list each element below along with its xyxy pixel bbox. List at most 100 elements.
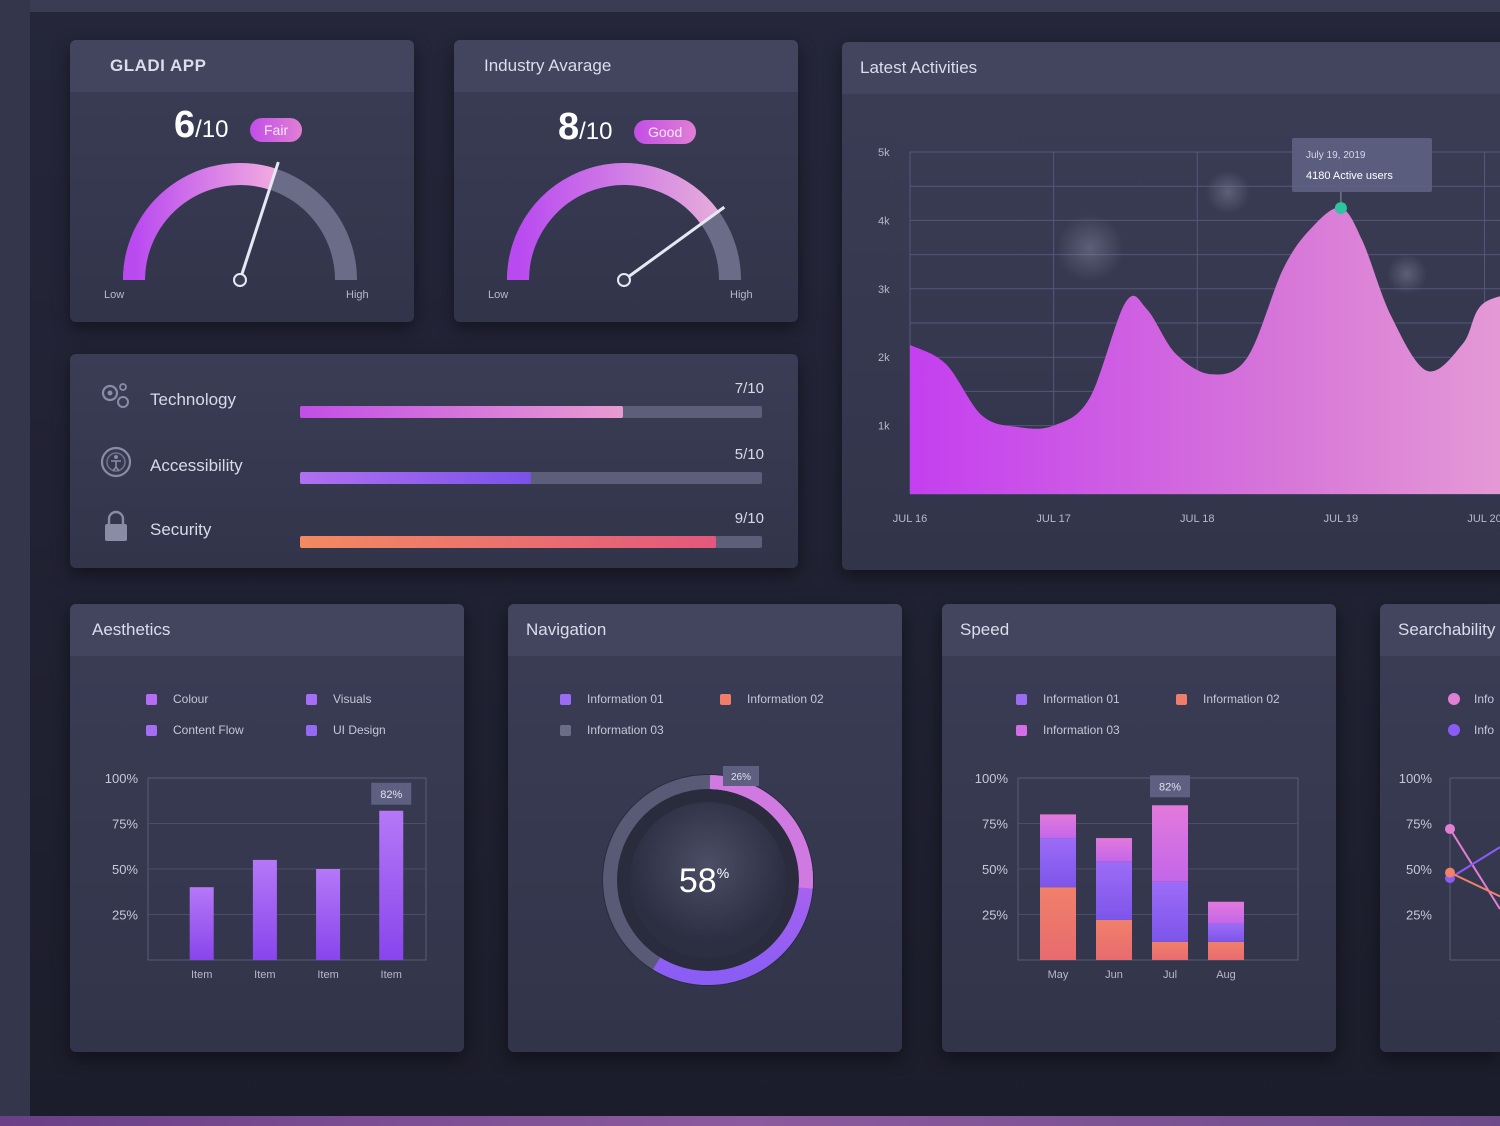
series-point	[1445, 823, 1455, 834]
value-label: 82%	[1159, 781, 1181, 793]
gauge-chart: Low High	[104, 161, 369, 301]
speed-stacked-bar-chart: 25% 50% 75% 100% May Jun Jul 82% Aug	[975, 771, 1299, 981]
gauge-arc	[507, 163, 741, 287]
accessibility-icon	[100, 446, 132, 478]
legend-label: Information 03	[1043, 723, 1120, 737]
gauge-needle	[238, 161, 280, 281]
metric-track	[300, 472, 762, 484]
arc-label: 26%	[731, 772, 751, 783]
card-title: Navigation	[508, 604, 902, 656]
activity-card: Latest Activities JUL 16 JUL 17 JUL 18 JUL …	[842, 42, 1500, 570]
legend-swatch	[1448, 724, 1460, 736]
metric-value: 7/10	[734, 380, 764, 397]
line-chart-body: 25% 50% 75% 100%	[1399, 771, 1500, 961]
x-tick-label: Item	[191, 969, 212, 981]
metric-row-technology: Technology 7/10	[98, 378, 778, 428]
left-sidebar	[0, 0, 30, 1116]
y-tick-label: 5k	[878, 147, 890, 159]
legend-item: Visuals	[306, 692, 371, 706]
gauge-fill	[123, 163, 277, 281]
bar-segment	[1096, 838, 1132, 862]
legend-item: Information 02	[1176, 692, 1280, 706]
legend-item: Information 01	[1016, 692, 1120, 706]
gauge-pivot	[617, 273, 631, 287]
score-value: 6/10	[174, 104, 229, 146]
y-tick-label: 25%	[982, 908, 1008, 923]
y-tick-label: 75%	[112, 817, 138, 832]
metric-row-security: Security 9/10	[98, 508, 778, 558]
legend-swatch	[1448, 693, 1460, 705]
searchability-line-chart: 25% 50% 75% 100%	[1399, 771, 1500, 961]
legend-swatch	[1016, 724, 1027, 736]
bar-segment	[1152, 881, 1188, 942]
x-tick-label: JUL 20	[1467, 513, 1500, 525]
activity-area-chart: JUL 16 JUL 17 JUL 18 JUL 19 JUL 20 1k 2k 3k 4k 5k…	[878, 138, 1500, 525]
x-tick-label: JUL 17	[1036, 513, 1070, 525]
card-title: Aesthetics	[70, 604, 464, 656]
legend-item: Information 03	[560, 723, 664, 737]
legend-label: Info	[1474, 692, 1495, 706]
x-tick-label: JUL 18	[1180, 513, 1214, 525]
aesthetics-bar-chart: 25% 50% 75% 100% Item Item Item Item 82%	[105, 771, 427, 981]
chart-tooltip: July 19, 2019 4180 Active users	[1292, 138, 1432, 192]
value-label-box	[371, 782, 412, 805]
y-tick-label: 50%	[1406, 862, 1432, 877]
legend-swatch	[1016, 693, 1027, 705]
chart-area	[910, 207, 1500, 494]
rating-badge: Good	[634, 120, 697, 144]
legend-label: Info	[1474, 723, 1495, 737]
series-point	[1445, 867, 1455, 878]
card-title: Latest Activities	[842, 42, 1500, 94]
legend-swatch	[306, 693, 317, 705]
metric-fill	[300, 472, 531, 484]
card-title: Searchability	[1380, 604, 1500, 656]
gears-icon	[101, 383, 129, 408]
legend-swatch	[306, 724, 317, 736]
legend-swatch	[560, 724, 571, 736]
navigation-card: Navigation Information 01 Information 02…	[508, 604, 902, 1052]
series-line	[1449, 846, 1500, 879]
donut-center-value: 58%	[679, 862, 729, 900]
card-title: GLADI APP	[70, 40, 414, 92]
decorative-blur	[1056, 214, 1124, 282]
gauge-fill	[507, 163, 719, 281]
bar-segment	[1208, 923, 1244, 942]
navigation-donut-chart: 58% 26%	[602, 766, 814, 986]
legend-swatch	[146, 724, 157, 736]
metric-label: Accessibility	[150, 456, 243, 475]
highlight-point	[1334, 192, 1347, 215]
series-line	[1449, 828, 1500, 910]
bar-segment	[1208, 901, 1244, 924]
top-bar	[0, 0, 1500, 12]
tooltip-value: 4180 Active users	[1306, 170, 1393, 182]
legend-item: Info	[1448, 692, 1494, 706]
y-tick-label: 1k	[878, 421, 890, 433]
metric-track	[300, 536, 762, 548]
gauge-card-app: GLADI APP 6/10 Fair Low High	[70, 40, 414, 322]
y-tick-label: 4k	[878, 215, 890, 227]
legend-label: Information 03	[587, 723, 664, 737]
speed-card: Speed Information 01 Information 02 Info…	[942, 604, 1336, 1052]
aesthetics-card: Aesthetics Colour Visuals Content Flow U…	[70, 604, 464, 1052]
y-tick-label: 100%	[105, 771, 139, 786]
metric-fill	[300, 536, 716, 548]
gauge-high-label: High	[346, 289, 369, 301]
decorative-blur	[1206, 170, 1250, 214]
x-tick-label: JUL 16	[893, 513, 927, 525]
legend-item: Information 01	[560, 692, 664, 706]
card-title: Industry Avarage	[454, 40, 798, 92]
x-tick-label: JUL 19	[1324, 513, 1358, 525]
x-tick-label: May	[1048, 969, 1069, 981]
x-tick-label: Aug	[1216, 969, 1236, 981]
decorative-blur	[1387, 254, 1427, 294]
bottom-strip	[0, 1116, 1500, 1126]
rating-badge: Fair	[250, 118, 303, 142]
bar-segment	[1040, 814, 1076, 839]
score-value: 8/10	[558, 106, 613, 148]
tooltip-date: July 19, 2019	[1306, 150, 1366, 161]
y-tick-label: 2k	[878, 352, 890, 364]
y-tick-label: 25%	[112, 908, 138, 923]
bar-chart-body: 25% 50% 75% 100% Item Item Item Item 82%	[105, 771, 427, 981]
metrics-card: Technology 7/10 Accessibility 5/10 Secur…	[70, 354, 798, 568]
y-tick-label: 100%	[1399, 771, 1433, 786]
